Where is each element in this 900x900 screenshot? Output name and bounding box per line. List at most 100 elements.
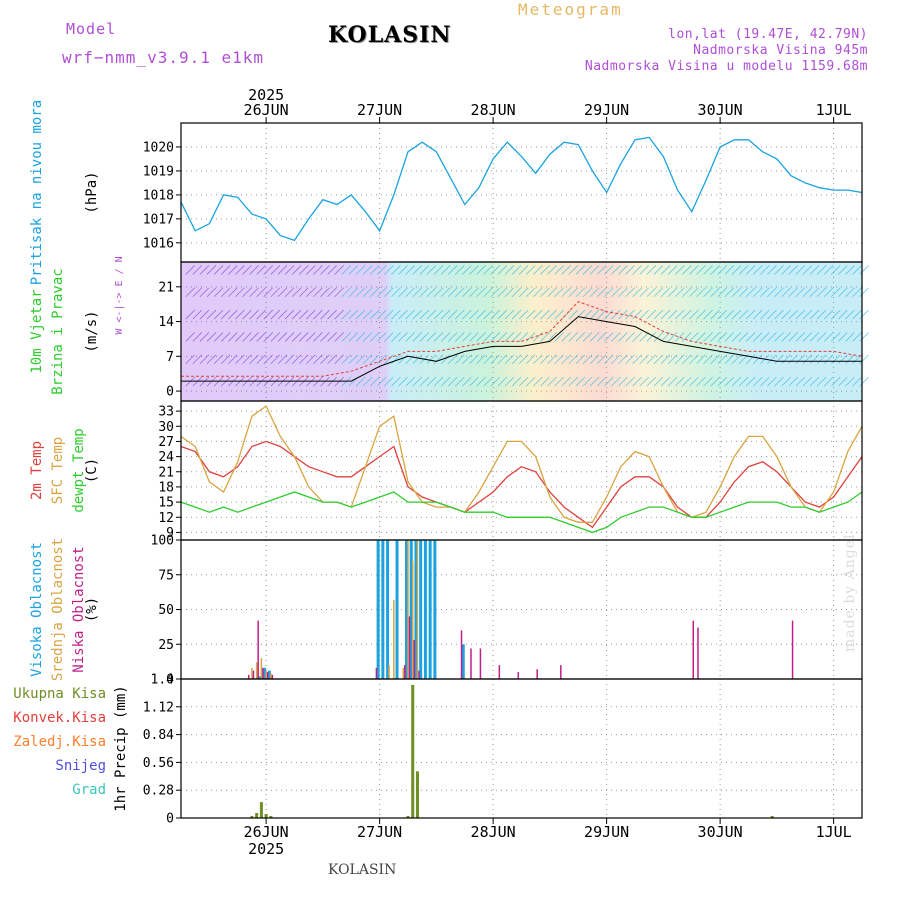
wind-barb bbox=[376, 265, 387, 275]
wind-barb bbox=[511, 287, 522, 298]
wind-barb bbox=[639, 287, 650, 298]
wind-barb bbox=[745, 309, 756, 320]
wind-barb bbox=[703, 376, 713, 387]
wind-barb bbox=[398, 332, 408, 342]
wind-barb bbox=[632, 309, 642, 320]
wind-barb bbox=[369, 309, 380, 320]
wind-barb bbox=[490, 332, 501, 342]
wind-barb bbox=[412, 332, 423, 342]
wind-barb bbox=[745, 332, 756, 342]
bar-ukupna-kisa bbox=[415, 771, 419, 818]
wind-barb bbox=[738, 376, 749, 387]
wind-barb bbox=[682, 287, 692, 298]
bar-niska-oblacnost bbox=[479, 648, 482, 679]
wind-barb bbox=[724, 287, 735, 298]
wind-barb bbox=[752, 287, 763, 298]
wind-barb bbox=[206, 287, 217, 298]
wind-barb bbox=[192, 354, 203, 365]
wind-barb bbox=[533, 309, 543, 320]
wind-barb bbox=[213, 309, 224, 320]
wind-barb bbox=[341, 265, 352, 275]
wind-barb bbox=[242, 376, 252, 387]
wind-barb bbox=[355, 354, 366, 365]
wind-barb bbox=[845, 309, 855, 320]
wind-barb bbox=[483, 376, 493, 387]
wind-barb bbox=[362, 376, 373, 387]
wind-barb bbox=[249, 287, 259, 298]
wind-barb bbox=[497, 287, 508, 298]
y-axis-title: 10m Vjetar bbox=[29, 289, 45, 373]
wind-barb bbox=[412, 354, 423, 365]
wind-barb bbox=[575, 354, 586, 365]
y-axis-title: (C) bbox=[84, 458, 100, 483]
wind-barb bbox=[504, 332, 515, 342]
wind-barb bbox=[391, 376, 401, 387]
wind-barb bbox=[213, 332, 224, 342]
wind-barb bbox=[306, 265, 316, 275]
bar-srednja-oblacnost bbox=[393, 599, 395, 679]
wind-barb bbox=[603, 265, 614, 275]
wind-barb bbox=[760, 332, 770, 342]
wind-barb bbox=[306, 354, 316, 365]
wind-barb bbox=[185, 332, 196, 342]
wind-barb bbox=[185, 287, 196, 298]
wind-barb bbox=[689, 354, 699, 365]
wind-barb bbox=[235, 376, 245, 387]
wind-barb bbox=[830, 309, 841, 320]
wind-barb bbox=[781, 354, 791, 365]
series-line-dewpt Temp bbox=[180, 491, 863, 534]
wind-barb bbox=[547, 354, 557, 365]
wind-barb bbox=[547, 376, 557, 387]
y-axis-title: Brzina i Pravac bbox=[50, 268, 66, 394]
panel-frame bbox=[180, 678, 863, 819]
y-tick-label: 1017 bbox=[143, 212, 174, 227]
wind-barb bbox=[369, 287, 380, 298]
wind-barb bbox=[398, 354, 408, 365]
wind-barb bbox=[618, 354, 628, 365]
wind-barb bbox=[618, 287, 628, 298]
wind-barb bbox=[369, 376, 380, 387]
wind-barb bbox=[348, 287, 359, 298]
wind-barb bbox=[277, 354, 288, 365]
bar-ukupna-kisa bbox=[269, 816, 273, 818]
bar-niska-oblacnost bbox=[252, 670, 255, 679]
wind-barb bbox=[533, 265, 543, 275]
wind-barb bbox=[575, 265, 586, 275]
wind-barb bbox=[689, 287, 699, 298]
y-tick-label: 75 bbox=[158, 568, 174, 583]
wind-barb bbox=[838, 332, 848, 342]
wind-barb bbox=[249, 309, 259, 320]
wind-barb bbox=[320, 376, 330, 387]
wind-barb bbox=[561, 287, 571, 298]
wind-barb bbox=[603, 287, 614, 298]
wind-barb bbox=[816, 265, 827, 275]
wind-barb bbox=[653, 332, 664, 342]
wind-barb bbox=[540, 354, 550, 365]
wind-barb bbox=[781, 265, 791, 275]
wind-barb bbox=[355, 265, 366, 275]
wind-barb bbox=[589, 287, 600, 298]
wind-barb bbox=[696, 376, 706, 387]
wind-barb bbox=[660, 354, 671, 365]
wind-barb bbox=[809, 265, 820, 275]
wind-barb bbox=[845, 354, 855, 365]
y-tick-label: 30 bbox=[158, 420, 174, 435]
wind-barb bbox=[320, 287, 330, 298]
wind-barb bbox=[369, 354, 380, 365]
wind-barb bbox=[639, 265, 650, 275]
bar-visoka-oblacnost bbox=[414, 540, 418, 679]
wind-barb bbox=[469, 265, 479, 275]
wind-barb bbox=[313, 332, 323, 342]
wind-barb bbox=[511, 332, 522, 342]
bar-srednja-oblacnost bbox=[388, 665, 390, 679]
wind-barb bbox=[440, 265, 451, 275]
bottom-day-label: 1JUL bbox=[816, 823, 852, 841]
wind-barb bbox=[724, 376, 735, 387]
wind-barb bbox=[845, 265, 855, 275]
wind-barb bbox=[433, 332, 444, 342]
wind-barb bbox=[376, 376, 387, 387]
wind-barb bbox=[206, 309, 217, 320]
wind-barb bbox=[745, 376, 756, 387]
y-tick-label: 15 bbox=[158, 496, 174, 511]
wind-barb bbox=[674, 332, 685, 342]
